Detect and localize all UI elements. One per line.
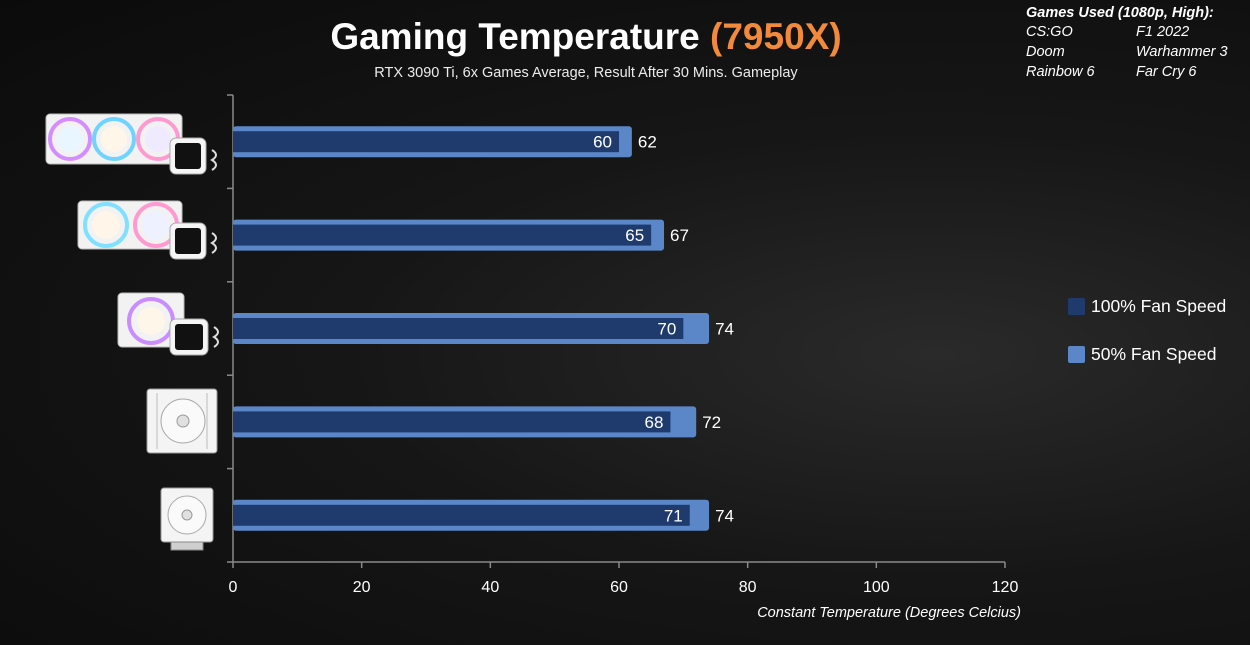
games-row: Doom Warhammer 3: [1026, 42, 1228, 62]
game-name: Far Cry 6: [1136, 64, 1197, 80]
games-used-panel: Games Used (1080p, High): CS:GO F1 2022 D…: [1026, 5, 1228, 82]
bar-100-fan-speed: [233, 224, 652, 246]
x-tick-label: 80: [739, 579, 757, 596]
game-name: Doom: [1026, 44, 1065, 60]
x-tick-label: 60: [610, 579, 628, 596]
aio-360-liquid-cooler-icon: [45, 113, 217, 175]
x-tick-label: 20: [353, 579, 371, 596]
value-label-100: 60: [593, 133, 612, 152]
game-name: F1 2022: [1136, 24, 1190, 40]
chart-title: Gaming Temperature (7950X): [0, 16, 1172, 58]
value-label-100: 71: [664, 506, 683, 525]
single-tower-air-cooler-icon: [160, 487, 214, 551]
aio-280-liquid-cooler-icon: [77, 200, 217, 260]
value-label-100: 65: [625, 226, 644, 245]
games-row: CS:GO F1 2022: [1026, 22, 1228, 42]
x-tick-label: 0: [229, 579, 238, 596]
dual-tower-air-cooler-icon: [146, 388, 218, 454]
x-tick-label: 120: [992, 579, 1019, 596]
legend-label-100: 100% Fan Speed: [1091, 295, 1227, 316]
bar-100-fan-speed: [233, 131, 619, 153]
chart-legend: 100% Fan Speed 50% Fan Speed: [1068, 294, 1226, 390]
game-name: Warhammer 3: [1136, 44, 1228, 60]
x-tick-label: 100: [863, 579, 890, 596]
game-name: CS:GO: [1026, 24, 1073, 40]
value-label-50: 67: [670, 226, 689, 245]
value-label-100: 68: [645, 413, 664, 432]
legend-swatch-50: [1068, 345, 1085, 363]
bar-100-fan-speed: [233, 411, 671, 433]
value-label-50: 74: [715, 320, 734, 339]
value-label-50: 62: [638, 133, 657, 152]
aio-240-liquid-cooler-icon: [117, 292, 219, 356]
legend-label-50: 50% Fan Speed: [1091, 343, 1217, 364]
game-name: Rainbow 6: [1026, 64, 1095, 80]
value-label-50: 74: [715, 506, 734, 525]
games-header: Games Used (1080p, High):: [1026, 5, 1214, 21]
bar-100-fan-speed: [233, 318, 684, 339]
legend-item-50: 50% Fan Speed: [1068, 342, 1226, 366]
chart-subtitle: RTX 3090 Ti, 6x Games Average, Result Af…: [374, 65, 798, 81]
title-main: Gaming Temperature: [330, 16, 700, 57]
value-label-50: 72: [702, 413, 721, 432]
x-axis-title: Constant Temperature (Degrees Celcius): [757, 605, 1021, 621]
games-row: Rainbow 6 Far Cry 6: [1026, 62, 1228, 82]
legend-swatch-100: [1068, 297, 1085, 315]
legend-item-100: 100% Fan Speed: [1068, 294, 1226, 318]
x-tick-label: 40: [481, 579, 499, 596]
title-highlight: (7950X): [710, 16, 842, 57]
value-label-100: 70: [657, 320, 676, 339]
bar-100-fan-speed: [233, 504, 690, 526]
